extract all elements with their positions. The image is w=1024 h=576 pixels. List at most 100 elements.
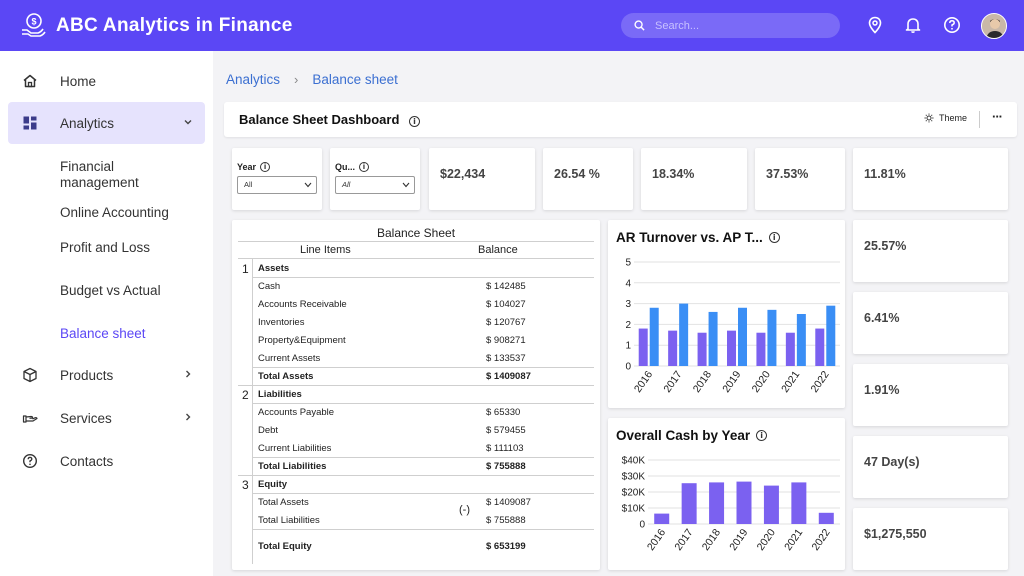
bar [791, 482, 807, 524]
bar [638, 328, 648, 366]
kpi-card[interactable]: 11.81% [853, 148, 1008, 210]
sidebar-subitem-budget-vs-actual[interactable]: Budget vs Actual [60, 283, 161, 298]
sidebar-item-services[interactable]: Services [8, 397, 205, 439]
kpi-card[interactable]: 47 Day(s) [853, 436, 1008, 498]
bar [668, 330, 678, 366]
section-header: Assets [258, 263, 290, 274]
info-icon[interactable]: i [768, 232, 780, 243]
divider [252, 367, 594, 368]
svg-text:$: $ [31, 17, 36, 27]
search-input[interactable] [655, 19, 815, 32]
x-tick-label: 2019 [720, 369, 743, 395]
y-tick-label: $40K [622, 456, 646, 467]
breadcrumb: Analytics › Balance sheet [226, 72, 398, 87]
table-row: Cash $ 142485 [258, 281, 526, 292]
kpi-card[interactable]: $22,434 [429, 148, 535, 210]
user-avatar[interactable] [981, 13, 1007, 39]
kpi-value: 25.57% [864, 239, 907, 253]
y-tick-label: 5 [625, 258, 631, 269]
top-bar: $ ABC Analytics in Finance [0, 0, 1024, 51]
kpi-card[interactable]: 18.34% [641, 148, 747, 210]
x-tick-label: 2022 [810, 527, 833, 553]
bar [708, 311, 718, 366]
location-pin-icon[interactable] [866, 16, 884, 34]
bar [826, 305, 836, 366]
balance-sheet-card: Balance Sheet Line Items Balance 1 Asset… [232, 220, 600, 570]
sidebar-subitem-balance-sheet[interactable]: Balance sheet [60, 326, 146, 341]
breadcrumb-balance-sheet[interactable]: Balance sheet [312, 72, 398, 87]
kpi-value: 37.53% [766, 167, 809, 181]
dashboard-title: Balance Sheet Dashboard i [239, 112, 421, 127]
search-icon [634, 20, 645, 31]
table-row: Current Liabilities $ 111103 [258, 443, 524, 454]
divider [252, 457, 594, 458]
x-tick-label: 2017 [661, 369, 684, 395]
home-icon [23, 74, 37, 88]
hand-icon [22, 415, 38, 423]
sidebar-subitem-financial-management[interactable]: Financial management [60, 159, 139, 190]
x-tick-label: 2020 [750, 369, 773, 395]
section-header: Liabilities [258, 389, 302, 400]
x-tick-label: 2016 [632, 369, 655, 395]
year-filter-select[interactable]: All [237, 176, 317, 194]
breadcrumb-analytics[interactable]: Analytics [226, 72, 281, 87]
bar [727, 330, 736, 366]
info-icon[interactable]: i [756, 430, 768, 441]
breadcrumb-separator: › [294, 72, 299, 87]
kpi-card[interactable]: $1,275,550 [853, 508, 1008, 570]
bar [763, 485, 779, 524]
kpi-value: 26.54 % [554, 167, 600, 181]
table-row: Total Liabilities $ 755888 [258, 515, 526, 526]
bar [738, 307, 747, 366]
more-options-button[interactable]: ··· [992, 109, 1003, 124]
sidebar-subitem-profit-and-loss[interactable]: Profit and Loss [60, 240, 151, 255]
quarter-filter-select[interactable]: All [335, 176, 415, 194]
x-tick-label: 2021 [779, 369, 802, 395]
kpi-value: 47 Day(s) [864, 455, 920, 469]
bar [818, 512, 834, 524]
kpi-value: $22,434 [440, 167, 486, 181]
kpi-card[interactable]: 25.57% [853, 220, 1008, 282]
kpi-card[interactable]: 37.53% [755, 148, 845, 210]
section-header: Equity [258, 479, 288, 490]
table-row: Inventories $ 120767 [258, 317, 526, 328]
divider [252, 277, 594, 278]
bar [767, 309, 777, 366]
chart-title: Overall Cash by Year i [616, 428, 768, 443]
money-hand-icon[interactable]: $ [20, 12, 46, 38]
sidebar-item-home[interactable]: Home [8, 60, 205, 102]
chevron-down-icon [402, 182, 410, 188]
help-icon[interactable] [943, 16, 961, 34]
divider [238, 241, 594, 242]
info-icon[interactable]: i [260, 162, 271, 172]
info-icon[interactable]: i [409, 116, 421, 127]
sidebar-item-analytics[interactable]: Analytics [8, 102, 205, 144]
kpi-value: 1.91% [864, 383, 900, 397]
table-row: Property&Equipment $ 908271 [258, 335, 526, 346]
theme-button[interactable]: Theme [924, 113, 967, 123]
info-icon[interactable]: i [359, 162, 369, 172]
total-row: Total Liabilities $ 755888 [258, 461, 526, 472]
search-box[interactable] [621, 13, 840, 38]
chevron-right-icon [186, 413, 191, 421]
kpi-card[interactable]: 6.41% [853, 292, 1008, 354]
kpi-card[interactable]: 1.91% [853, 364, 1008, 426]
dashboard-header: Balance Sheet Dashboard i Theme ··· [224, 102, 1017, 137]
divider [252, 403, 594, 404]
sidebar-subitem-online-accounting[interactable]: Online Accounting [60, 205, 169, 220]
year-filter-label: Year i [237, 162, 271, 172]
table-row: Current Assets $ 133537 [258, 353, 526, 364]
section-number: 1 [242, 262, 249, 276]
x-tick-label: 2020 [755, 527, 778, 553]
y-tick-label: 4 [625, 278, 631, 289]
kpi-card[interactable]: 26.54 % [543, 148, 633, 210]
x-tick-label: 2018 [700, 527, 723, 553]
divider [238, 385, 594, 386]
sidebar-item-products[interactable]: Products [8, 354, 205, 396]
sidebar-item-contacts[interactable]: Contacts [8, 440, 205, 482]
sun-icon [924, 113, 934, 123]
year-filter-card: Year i All [232, 148, 322, 210]
kpi-value: 11.81% [864, 167, 906, 181]
bell-icon[interactable] [904, 16, 922, 34]
